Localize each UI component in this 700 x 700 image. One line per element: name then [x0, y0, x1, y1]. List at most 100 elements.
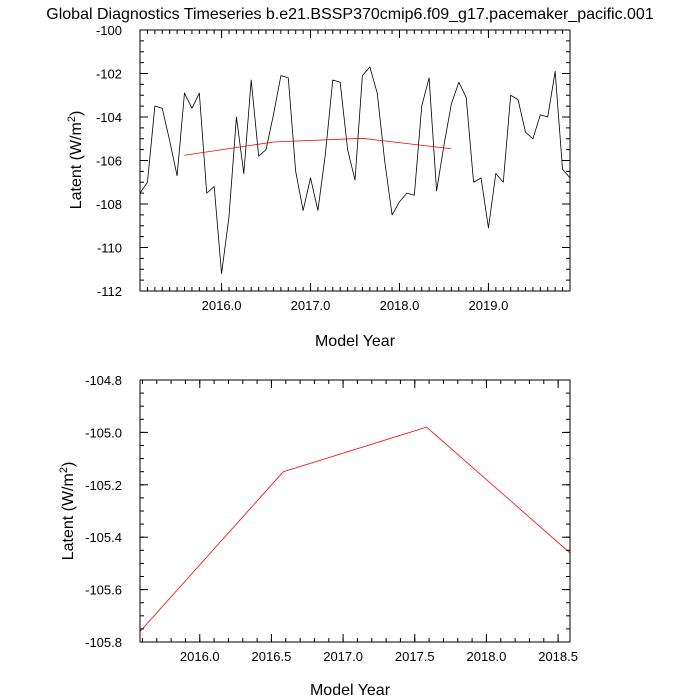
top-chart-series-monthly-point: [517, 98, 519, 100]
top-chart-series-annual-point: [361, 137, 363, 139]
top-chart-ticks-group: [140, 29, 570, 292]
bottom-chart-xtick-label: 2016.0: [180, 649, 220, 664]
top-chart-series-monthly-point: [265, 148, 267, 150]
top-chart-series-monthly-point: [398, 201, 400, 203]
top-chart-series-monthly-point: [235, 116, 237, 118]
bottom-chart-ytick-label: -105.6: [85, 583, 122, 598]
top-chart-series-monthly-point: [317, 209, 319, 211]
top-chart-series-monthly-point: [487, 227, 489, 229]
top-chart: 2016.0 2017.0 2018.0 2019.0 -112 -110 -108 -106…: [66, 23, 571, 350]
top-chart-series-monthly-point: [346, 148, 348, 150]
top-chart-series-monthly-point: [213, 185, 215, 187]
top-chart-series-monthly-point: [272, 114, 274, 116]
bottom-chart-xtick-label: 2018.0: [467, 649, 507, 664]
top-chart-series-monthly-point: [539, 114, 541, 116]
top-chart-ytick-label: -106: [96, 154, 122, 169]
top-chart-series-monthly-point: [161, 107, 163, 109]
top-chart-series-monthly-point: [391, 214, 393, 216]
top-chart-series-annual-point: [183, 154, 185, 156]
bottom-chart-series-annual-point: [425, 426, 427, 428]
top-chart-series-monthly-point: [198, 92, 200, 94]
top-chart-series-monthly-point: [361, 74, 363, 76]
top-chart-series-monthly-point: [383, 159, 385, 161]
top-chart-ylabel: Latent (W/m2): [66, 111, 85, 210]
bottom-chart-ytick-label: -105.2: [85, 478, 122, 493]
top-chart-ytick-label: -100: [96, 23, 122, 38]
bottom-chart-tick-labels: 2016.0 2016.5 2017.0 2017.5 2018.0 2018.5 -105…: [85, 373, 578, 664]
top-chart-series-monthly-point: [502, 181, 504, 183]
bottom-chart-xtick-label: 2017.0: [323, 649, 363, 664]
bottom-chart-ylabel-superscript: 2: [58, 467, 70, 473]
top-chart-ytick-label: -112: [97, 284, 122, 299]
top-chart-tick-labels: 2016.0 2017.0 2018.0 2019.0 -112 -110 -108 -106…: [96, 23, 508, 313]
top-chart-series-monthly-point: [183, 92, 185, 94]
bottom-chart-frame: [139, 379, 571, 643]
top-chart-series-monthly-point: [302, 209, 304, 211]
top-chart-series-monthly-point: [354, 179, 356, 181]
top-chart-series-monthly-point: [369, 66, 371, 68]
top-chart-series-monthly-point: [257, 155, 259, 157]
top-chart-series-monthly-point: [428, 77, 430, 79]
top-chart-series-monthly-point: [191, 107, 193, 109]
bottom-chart-series-group: [139, 426, 571, 632]
top-chart-series-monthly-point: [220, 272, 222, 274]
bottom-chart-ytick-label: -105.0: [85, 425, 122, 440]
top-chart-series-monthly-point: [435, 190, 437, 192]
top-chart-series-monthly-point: [406, 192, 408, 194]
top-chart-series-monthly-point: [554, 70, 556, 72]
top-chart-series-monthly-point: [376, 92, 378, 94]
top-chart-series-monthly-point: [524, 131, 526, 133]
top-chart-series-monthly-point: [309, 177, 311, 179]
top-chart-series-monthly-point: [332, 79, 334, 81]
top-chart-series-monthly-line: [139, 66, 571, 275]
top-chart-series-group: [139, 66, 571, 275]
bottom-chart-series-annual-line: [139, 426, 571, 632]
bottom-chart-xtick-label: 2018.5: [538, 649, 578, 664]
top-chart-ylabel-main: Latent (W/m: [68, 122, 85, 209]
top-chart-frame: [139, 29, 571, 292]
top-chart-series-monthly-point: [339, 81, 341, 83]
top-chart-xtick-label: 2019.0: [469, 298, 509, 313]
top-chart-ylabel-superscript: 2: [66, 116, 78, 122]
chart-title: Global Diagnostics Timeseries b.e21.BSSP…: [46, 6, 654, 23]
bottom-chart: 2016.0 2016.5 2017.0 2017.5 2018.0 2018.5 -105…: [58, 373, 578, 699]
top-chart-series-monthly-point: [228, 216, 230, 218]
top-chart-series-monthly-point: [243, 172, 245, 174]
top-chart-series-monthly-point: [294, 170, 296, 172]
top-chart-series-monthly-point: [421, 105, 423, 107]
top-chart-series-monthly-point: [250, 79, 252, 81]
top-chart-xtick-label: 2016.0: [202, 298, 242, 313]
top-chart-series-monthly-point: [495, 172, 497, 174]
top-chart-xlabel: Model Year: [315, 333, 396, 350]
top-chart-series-monthly-point: [458, 81, 460, 83]
top-chart-xtick-label: 2018.0: [380, 298, 420, 313]
top-chart-ylabel-tail: ): [68, 111, 85, 116]
bottom-chart-xlabel: Model Year: [310, 682, 391, 699]
top-chart-series-annual-point: [272, 141, 274, 143]
top-chart-series-monthly-point: [450, 103, 452, 105]
bottom-chart-ylabel-main: Latent (W/m: [60, 473, 77, 560]
bottom-chart-ytick-label: -104.8: [85, 373, 122, 388]
top-chart-series-monthly-point: [547, 116, 549, 118]
top-chart-series-monthly-point: [280, 74, 282, 76]
bottom-chart-ytick-label: -105.4: [85, 530, 122, 545]
top-chart-series-annual-point: [450, 148, 452, 150]
top-chart-xtick-label: 2017.0: [291, 298, 331, 313]
top-chart-series-monthly-point: [146, 181, 148, 183]
top-chart-series-monthly-point: [443, 144, 445, 146]
bottom-chart-ticks-group: [140, 379, 570, 643]
bottom-chart-xtick-label: 2017.5: [395, 649, 435, 664]
bottom-chart-ytick-label: -105.8: [85, 635, 122, 650]
top-chart-series-monthly-point: [413, 194, 415, 196]
top-chart-series-monthly-point: [169, 140, 171, 142]
bottom-chart-ylabel: Latent (W/m2): [58, 462, 77, 561]
top-chart-series-monthly-point: [561, 168, 563, 170]
top-chart-series-monthly-point: [287, 77, 289, 79]
top-chart-series-monthly-point: [206, 192, 208, 194]
top-chart-ytick-label: -104: [96, 110, 122, 125]
top-chart-series-monthly-point: [176, 175, 178, 177]
top-chart-series-monthly-point: [472, 181, 474, 183]
bottom-chart-ylabel-tail: ): [60, 462, 77, 467]
top-chart-ytick-label: -108: [96, 197, 122, 212]
